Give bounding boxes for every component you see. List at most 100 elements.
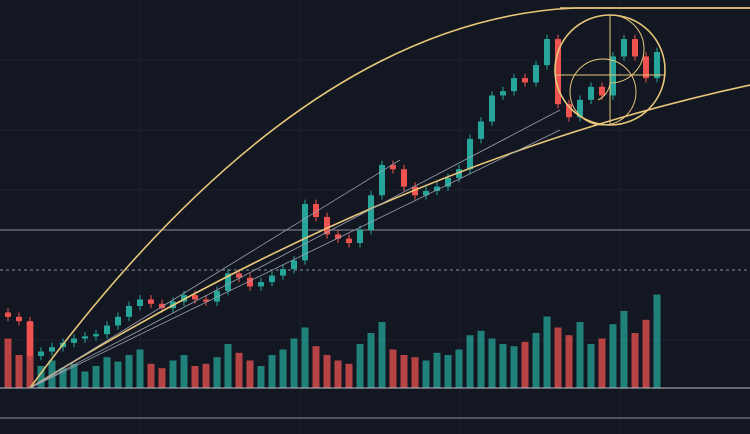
candle-body <box>632 39 638 57</box>
fib-drawings <box>29 7 750 389</box>
candle-body <box>390 164 396 170</box>
candle-body <box>104 325 110 335</box>
volume-bar <box>312 346 320 388</box>
candle-body <box>500 91 506 96</box>
candle-body <box>335 234 341 239</box>
fan-lines <box>29 109 561 389</box>
volume-bar <box>70 363 78 388</box>
candle-body <box>588 86 594 100</box>
volume-bar <box>92 366 100 388</box>
volume-bar <box>521 341 529 388</box>
volume-bar <box>15 355 23 388</box>
candle-body <box>621 39 627 57</box>
candle-body <box>203 299 209 302</box>
candle-body <box>71 338 77 343</box>
volume-bar <box>499 344 507 388</box>
volume-bar <box>466 335 474 388</box>
volume-bar <box>532 333 540 388</box>
candle-body <box>214 290 220 302</box>
candle-body <box>654 52 660 79</box>
volume-bar <box>554 327 562 388</box>
candle-body <box>401 169 407 187</box>
candle-body <box>313 203 319 217</box>
candle-body <box>291 260 297 270</box>
candle-body <box>368 195 374 231</box>
volume-bar <box>620 311 628 388</box>
volume-bar <box>345 363 353 388</box>
volume-bar <box>290 338 298 388</box>
volume-bar <box>587 344 595 388</box>
volume-bar <box>477 330 485 388</box>
candle-body <box>302 203 308 261</box>
volume-bar <box>81 371 89 388</box>
volume-bar <box>125 355 133 388</box>
candle-body <box>555 39 561 105</box>
volume-bar <box>136 349 144 388</box>
volume-bar <box>389 349 397 388</box>
candle-body <box>269 275 275 283</box>
candle-body <box>225 273 231 291</box>
candle-body <box>258 282 264 287</box>
volume-bar <box>103 357 111 388</box>
candle-body <box>236 273 242 278</box>
candle-body <box>49 347 55 352</box>
candle-body <box>115 316 121 326</box>
candle-body <box>610 56 616 96</box>
volume-bar <box>653 294 661 388</box>
candle-body <box>423 190 429 196</box>
volume-bar <box>169 360 177 388</box>
volume-bar <box>444 355 452 388</box>
volume-bar <box>543 316 551 388</box>
volume-bar <box>301 327 309 388</box>
volume-bar <box>356 344 364 388</box>
fib-arc <box>29 7 750 389</box>
candle-body <box>467 138 473 170</box>
volume-bar <box>576 322 584 388</box>
volume-bar <box>213 357 221 388</box>
volume-bar <box>268 355 276 388</box>
candle-body <box>478 121 484 139</box>
candle-body <box>247 277 253 287</box>
volume-bar <box>565 335 573 388</box>
candle-body <box>434 186 440 191</box>
volume-bar <box>158 368 166 388</box>
volume-bar <box>246 360 254 388</box>
volume-bar <box>37 366 45 388</box>
candle-body <box>577 99 583 118</box>
volume-bar <box>180 355 188 388</box>
fan-line <box>29 159 401 389</box>
volume-bar <box>235 352 243 388</box>
candle-body <box>533 65 539 83</box>
candle-body <box>159 303 165 309</box>
volume-bar <box>598 338 606 388</box>
candle-body <box>456 169 462 178</box>
volume-bar <box>224 344 232 388</box>
volume-bar <box>433 352 441 388</box>
candle-body <box>280 269 286 276</box>
candle-body <box>346 238 352 244</box>
candle-body <box>489 95 495 122</box>
candle-body <box>357 230 363 244</box>
candle-body <box>566 104 572 118</box>
candle-body <box>82 336 88 339</box>
candle-body <box>192 295 198 300</box>
volume-bar <box>279 349 287 388</box>
volume-bar <box>334 360 342 388</box>
candle-body <box>379 164 385 196</box>
volume-bar <box>510 346 518 388</box>
candle-body <box>412 186 418 196</box>
candle-body <box>599 86 605 96</box>
candle-body <box>522 78 528 83</box>
volume-bar <box>323 355 331 388</box>
volume-bar <box>642 319 650 388</box>
candle-body <box>148 299 154 304</box>
candle-body <box>643 56 649 79</box>
volume-bar <box>4 338 12 388</box>
candle-body <box>16 316 22 322</box>
candle-layer <box>5 34 660 361</box>
volume-bar <box>114 361 122 388</box>
volume-bar <box>191 366 199 388</box>
candle-body <box>137 299 143 306</box>
